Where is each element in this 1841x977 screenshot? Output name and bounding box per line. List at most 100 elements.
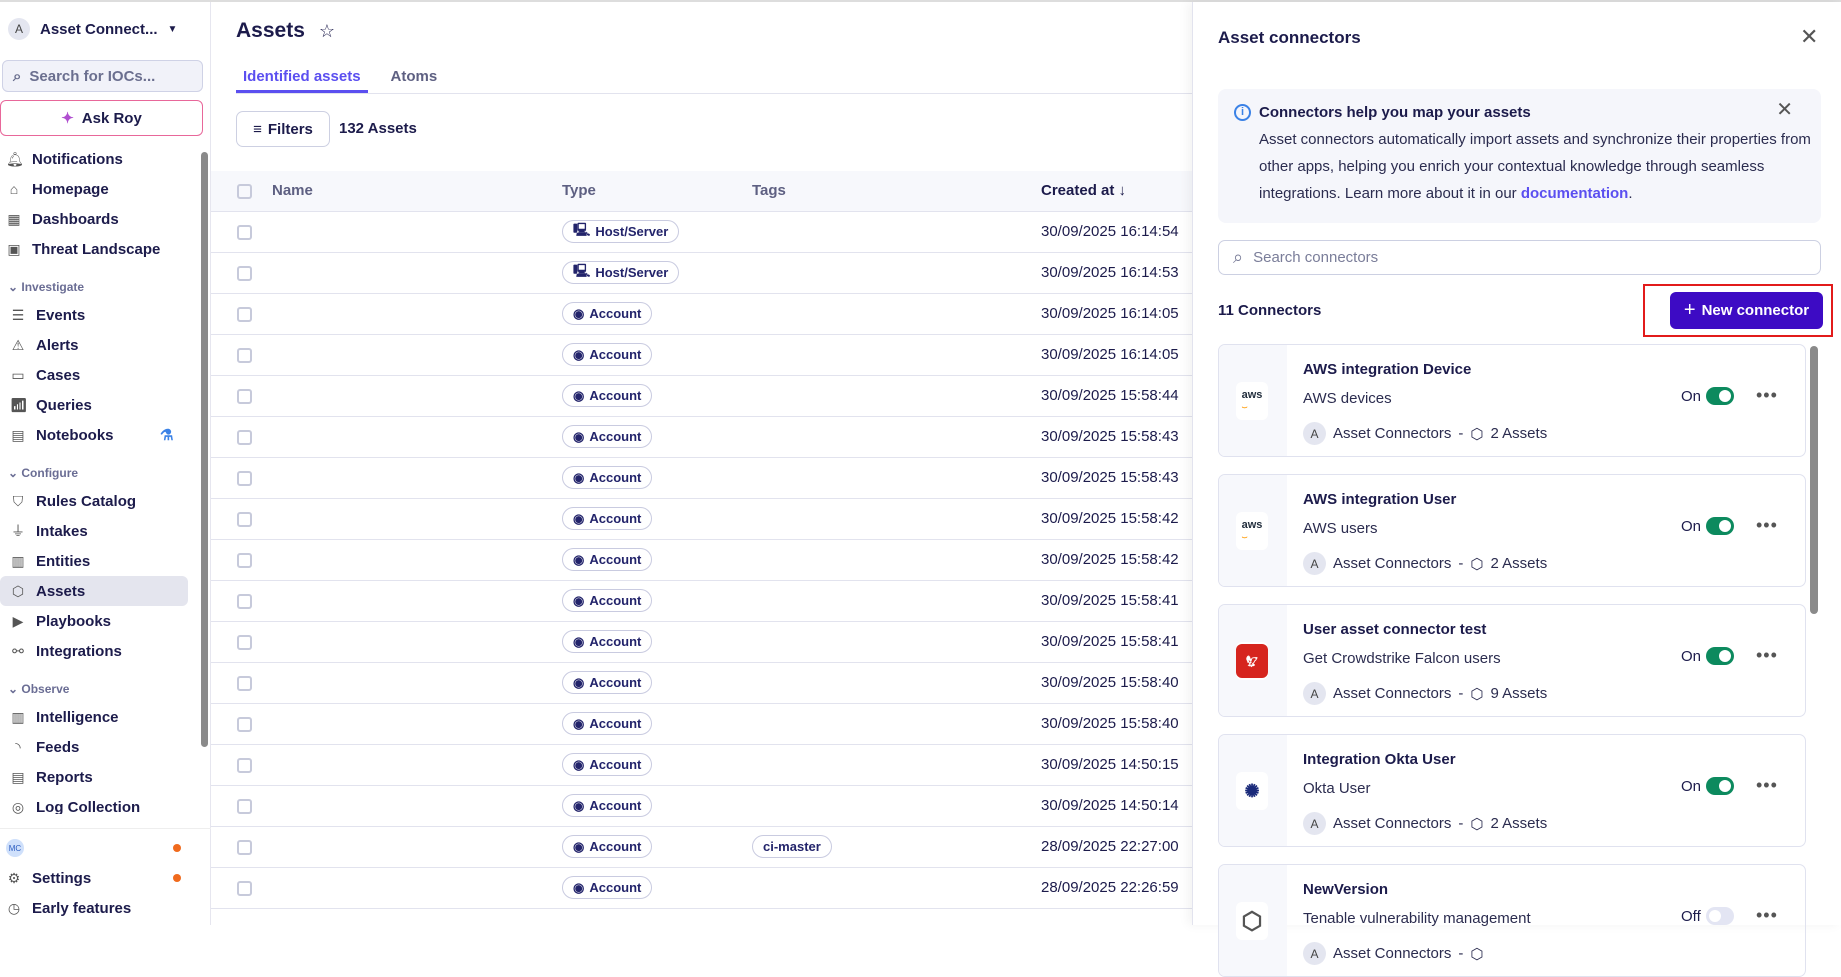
documentation-link[interactable]: documentation	[1520, 185, 1629, 202]
sidebar-item-notebooks[interactable]: ▤ Notebooks ⚗	[0, 420, 200, 450]
row-checkbox[interactable]	[237, 512, 252, 527]
table-row[interactable]: ◉ Account 30/09/2025 16:14:05	[211, 335, 1192, 376]
sidebar-item-playbooks[interactable]: ▶ Playbooks	[0, 606, 200, 636]
sidebar-item-settings[interactable]: ⚙ Settings	[0, 863, 211, 893]
sidebar-item-intakes[interactable]: ⏚ Intakes	[0, 516, 200, 546]
table-row[interactable]: ◉ Account 28/09/2025 22:26:59	[211, 868, 1192, 909]
tab-atoms[interactable]: Atoms	[390, 68, 438, 85]
filters-button[interactable]: ≡ Filters	[236, 111, 330, 147]
sidebar-item-rules-catalog[interactable]: ⛉ Rules Catalog	[0, 486, 200, 516]
close-icon[interactable]: ✕	[1800, 24, 1819, 49]
row-checkbox[interactable]	[237, 471, 252, 486]
status-toggle[interactable]: Off	[1681, 907, 1734, 925]
more-options-icon[interactable]: •••	[1756, 905, 1778, 925]
row-checkbox[interactable]	[237, 881, 252, 896]
status-toggle[interactable]: On	[1681, 777, 1735, 795]
table-row[interactable]: ◉ Account 30/09/2025 15:58:44	[211, 376, 1192, 417]
sidebar-item-feeds[interactable]: ◝ Feeds	[0, 732, 200, 762]
table-row[interactable]: 🖳︎ Host/Server 30/09/2025 16:14:54	[211, 212, 1192, 253]
column-type[interactable]: Type	[562, 182, 596, 199]
sidebar-item-log-collection[interactable]: ◎ Log Collection	[0, 792, 200, 815]
row-checkbox[interactable]	[237, 635, 252, 650]
ask-roy-button[interactable]: ✦ Ask Roy	[0, 100, 203, 136]
toggle-switch[interactable]	[1706, 517, 1735, 535]
row-checkbox[interactable]	[237, 389, 252, 404]
sidebar-item-notifications[interactable]: 🔔︎ Notifications	[0, 144, 200, 174]
more-options-icon[interactable]: •••	[1756, 515, 1778, 535]
dismiss-info-icon[interactable]: ✕	[1776, 99, 1793, 121]
row-checkbox[interactable]	[237, 758, 252, 773]
sidebar-scrollbar[interactable]	[201, 152, 208, 747]
table-row[interactable]: 🖳︎ Host/Server 30/09/2025 16:14:53	[211, 253, 1192, 294]
new-connector-button[interactable]: + New connector	[1670, 292, 1823, 329]
column-name[interactable]: Name	[272, 182, 313, 199]
section-investigate[interactable]: ⌄ Investigate	[0, 270, 200, 300]
connector-name[interactable]: User asset connector test	[1303, 621, 1487, 638]
row-checkbox[interactable]	[237, 430, 252, 445]
row-checkbox[interactable]	[237, 717, 252, 732]
sidebar-item-alerts[interactable]: ⚠ Alerts	[0, 330, 200, 360]
sidebar-item-threat-landscape[interactable]: ▣ Threat Landscape	[0, 234, 200, 264]
table-row[interactable]: ◉ Account 30/09/2025 14:50:14	[211, 786, 1192, 827]
sidebar-item-reports[interactable]: ▤ Reports	[0, 762, 200, 792]
user-menu[interactable]: MC	[0, 833, 211, 863]
connector-card[interactable]: ⬡ NewVersion Tenable vulnerability managem…	[1218, 864, 1806, 977]
sidebar-item-intelligence[interactable]: ▥ Intelligence	[0, 702, 200, 732]
sidebar-item-queries[interactable]: 📶︎ Queries	[0, 390, 200, 420]
status-toggle[interactable]: On	[1681, 517, 1735, 535]
sidebar-item-entities[interactable]: ▥ Entities	[0, 546, 200, 576]
table-row[interactable]: ◉ Account 30/09/2025 15:58:43	[211, 417, 1192, 458]
connector-name[interactable]: AWS integration User	[1303, 491, 1457, 508]
status-toggle[interactable]: On	[1681, 647, 1735, 665]
panel-scrollbar[interactable]	[1810, 346, 1818, 614]
table-row[interactable]: ◉ Account 30/09/2025 15:58:42	[211, 540, 1192, 581]
connector-card[interactable]: 🦅︎ User asset connector test Get Crowdstri…	[1218, 604, 1806, 717]
sidebar-item-events[interactable]: ☰ Events	[0, 300, 200, 330]
table-row[interactable]: ◉ Account ci-master 28/09/2025 22:27:00	[211, 827, 1192, 868]
table-row[interactable]: ◉ Account 30/09/2025 15:58:41	[211, 581, 1192, 622]
workspace-switcher[interactable]: A Asset Connect... ▼	[8, 18, 177, 40]
toggle-switch[interactable]	[1705, 907, 1734, 925]
row-checkbox[interactable]	[237, 676, 252, 691]
star-icon[interactable]: ☆	[318, 20, 336, 41]
row-checkbox[interactable]	[237, 307, 252, 322]
row-checkbox[interactable]	[237, 840, 252, 855]
tab-identified-assets[interactable]: Identified assets	[236, 62, 368, 93]
search-connectors-input[interactable]: ⌕ Search connectors	[1218, 240, 1821, 275]
table-row[interactable]: ◉ Account 30/09/2025 15:58:41	[211, 622, 1192, 663]
table-row[interactable]: ◉ Account 30/09/2025 15:58:40	[211, 704, 1192, 745]
row-checkbox[interactable]	[237, 553, 252, 568]
more-options-icon[interactable]: •••	[1756, 645, 1778, 665]
column-created-at[interactable]: Created at ↓	[1041, 182, 1126, 199]
connector-name[interactable]: AWS integration Device	[1303, 361, 1472, 378]
connector-card[interactable]: aws ⌣ AWS integration Device AWS devices A As…	[1218, 344, 1806, 457]
column-tags[interactable]: Tags	[752, 182, 786, 199]
connector-name[interactable]: NewVersion	[1303, 881, 1389, 898]
sidebar-item-cases[interactable]: ▭ Cases	[0, 360, 200, 390]
select-all-checkbox[interactable]	[237, 184, 252, 199]
table-row[interactable]: ◉ Account 30/09/2025 15:58:42	[211, 499, 1192, 540]
connector-card[interactable]: aws ⌣ AWS integration User AWS users A Asset …	[1218, 474, 1806, 587]
section-configure[interactable]: ⌄ Configure	[0, 456, 200, 486]
ioc-search-input[interactable]: ⌕ Search for IOCs...	[2, 60, 203, 92]
sidebar-item-assets[interactable]: ⬡ Assets	[0, 576, 188, 606]
row-checkbox[interactable]	[237, 799, 252, 814]
more-options-icon[interactable]: •••	[1756, 775, 1778, 795]
toggle-switch[interactable]	[1706, 647, 1735, 665]
connector-card[interactable]: ✺ Integration Okta User Okta User A Asset Co…	[1218, 734, 1806, 847]
status-toggle[interactable]: On	[1681, 387, 1735, 405]
connector-name[interactable]: Integration Okta User	[1303, 751, 1456, 768]
more-options-icon[interactable]: •••	[1756, 385, 1778, 405]
row-checkbox[interactable]	[237, 266, 252, 281]
sidebar-item-dashboards[interactable]: ▦ Dashboards	[0, 204, 200, 234]
row-checkbox[interactable]	[237, 348, 252, 363]
sidebar-item-early-features[interactable]: ◷ Early features	[0, 893, 211, 923]
section-observe[interactable]: ⌄ Observe	[0, 672, 200, 702]
table-row[interactable]: ◉ Account 30/09/2025 15:58:43	[211, 458, 1192, 499]
table-row[interactable]: ◉ Account 30/09/2025 15:58:40	[211, 663, 1192, 704]
table-row[interactable]: ◉ Account 30/09/2025 14:50:15	[211, 745, 1192, 786]
table-row[interactable]: ◉ Account 30/09/2025 16:14:05	[211, 294, 1192, 335]
toggle-switch[interactable]	[1706, 777, 1735, 795]
sidebar-item-homepage[interactable]: ⌂ Homepage	[0, 174, 200, 204]
toggle-switch[interactable]	[1706, 387, 1735, 405]
